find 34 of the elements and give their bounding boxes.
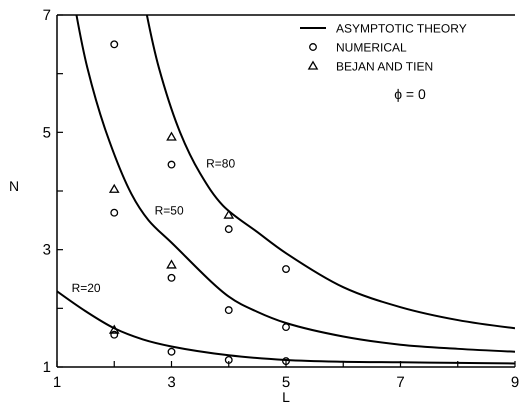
point <box>224 210 234 219</box>
x-tick-label: 9 <box>510 374 520 391</box>
point <box>224 225 233 234</box>
y-tick-label: 5 <box>42 124 51 142</box>
point <box>166 132 176 141</box>
point <box>168 274 176 282</box>
annotation: R=20 <box>72 280 101 295</box>
annotation: R=50 <box>154 203 184 218</box>
point <box>224 306 233 314</box>
point <box>168 160 176 169</box>
point <box>282 357 290 366</box>
point <box>282 265 290 273</box>
y-tick-label: 1 <box>42 359 51 376</box>
y-tick-label: 7 <box>42 7 51 24</box>
point <box>110 208 118 217</box>
x-tick-label: 3 <box>167 374 176 391</box>
y-axis-title: N <box>8 178 20 194</box>
x-axis-title: L <box>282 389 290 405</box>
point <box>166 260 176 269</box>
annotation: R=80 <box>206 156 236 170</box>
y-tick-label: 3 <box>42 242 51 259</box>
point <box>109 325 120 334</box>
annotation: ϕ = 0 <box>394 86 426 102</box>
x-tick-label: 5 <box>282 374 290 391</box>
legend-label: BEJAN AND TIEN <box>336 60 434 74</box>
x-tick-label: 7 <box>396 374 405 391</box>
point <box>110 40 118 48</box>
legend-label: ASYMPTOTIC THEORY <box>336 22 467 36</box>
point <box>110 330 118 339</box>
legend-label: NUMERICAL <box>336 40 407 54</box>
point <box>168 348 176 356</box>
point <box>109 184 120 193</box>
point <box>282 323 290 332</box>
point <box>224 356 233 364</box>
